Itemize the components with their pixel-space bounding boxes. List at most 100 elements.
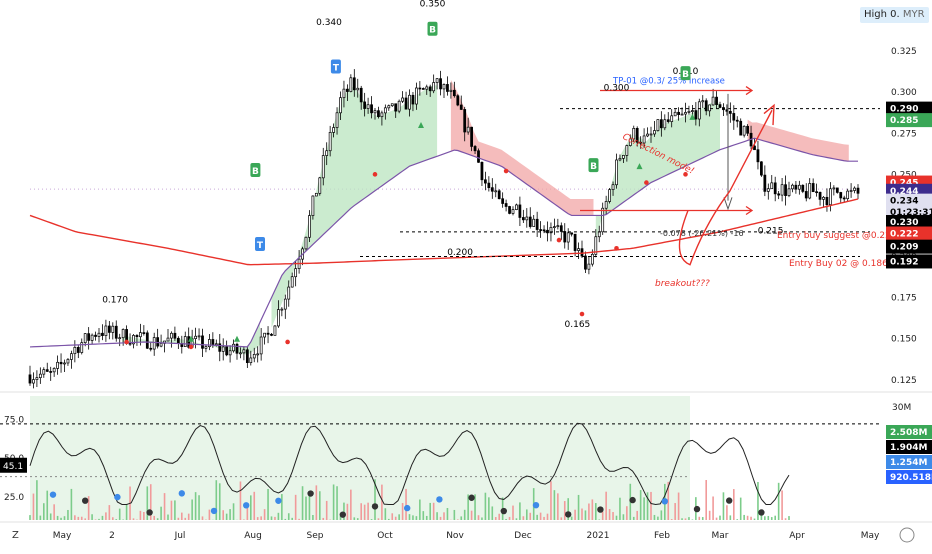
- volume-bar: [216, 480, 218, 520]
- candle-body: [519, 205, 521, 218]
- candle-body: [236, 344, 238, 353]
- volume-bar: [495, 517, 497, 520]
- candle-body: [667, 120, 669, 122]
- volume-dot: [82, 497, 88, 503]
- volume-bar: [436, 512, 438, 520]
- candle-body: [353, 78, 355, 90]
- candle-body: [757, 150, 759, 162]
- candle-body: [678, 112, 680, 114]
- candle-body: [326, 151, 328, 156]
- volume-bar: [336, 486, 338, 520]
- volume-tag: 2.508M: [890, 428, 927, 438]
- volume-bar: [260, 516, 262, 520]
- volume-bar: [33, 494, 35, 520]
- volume-bar: [178, 518, 180, 520]
- volume-bar: [371, 519, 373, 520]
- candle-body: [360, 88, 362, 102]
- candle-body: [767, 189, 769, 192]
- volume-bar: [550, 481, 552, 520]
- volume-bar: [543, 517, 545, 520]
- candle-body: [274, 326, 276, 335]
- candle-body: [609, 190, 611, 202]
- volume-bar: [429, 503, 431, 520]
- candle-body: [408, 95, 410, 109]
- volume-bar: [588, 503, 590, 520]
- volume-bar: [529, 513, 531, 520]
- volume-bar: [633, 517, 635, 520]
- candle-body: [433, 83, 435, 91]
- candle-body: [412, 95, 414, 104]
- candle-body: [833, 188, 835, 189]
- candle-body: [843, 198, 845, 199]
- candle-body: [584, 256, 586, 269]
- candle-body: [819, 192, 821, 199]
- volume-bar: [523, 516, 525, 520]
- volume-bar: [174, 500, 176, 520]
- volume-bar: [326, 501, 328, 520]
- entry1-label: Entry buy suggest @0.22: [777, 231, 891, 241]
- volume-bar: [598, 519, 600, 520]
- volume-bar: [661, 510, 663, 520]
- candle-body: [522, 217, 524, 219]
- volume-bar: [788, 516, 790, 520]
- axis-tag: 0.192: [890, 257, 918, 267]
- volume-bar: [226, 514, 228, 520]
- volume-bar: [626, 506, 628, 520]
- volume-bar: [712, 496, 714, 520]
- candle-body: [119, 338, 121, 339]
- candle-body: [108, 326, 110, 332]
- candle-body: [502, 199, 504, 204]
- volume-bar: [153, 516, 155, 520]
- candle-body: [50, 371, 52, 372]
- candle-body: [367, 105, 369, 109]
- candle-body: [540, 230, 542, 231]
- volume-bar: [771, 517, 773, 520]
- volume-bar: [623, 514, 625, 520]
- volume-bar: [774, 516, 776, 520]
- volume-bar: [574, 510, 576, 520]
- candle-body: [836, 188, 838, 193]
- candle-body: [177, 338, 179, 343]
- x-tick-label: May: [53, 531, 72, 541]
- candle-body: [716, 97, 718, 104]
- volume-bar: [733, 489, 735, 520]
- candle-body: [512, 210, 514, 214]
- volume-bar: [167, 515, 169, 520]
- volume-bar: [171, 501, 173, 520]
- price-mode-badge[interactable]: High 0. MYR: [860, 7, 929, 23]
- candle-body: [660, 120, 662, 128]
- volume-bar: [709, 511, 711, 520]
- candle-body: [377, 111, 379, 117]
- candle-body: [778, 194, 780, 195]
- volume-bar: [781, 490, 783, 520]
- candle-body: [136, 335, 138, 336]
- volume-bar: [67, 510, 69, 520]
- volume-bar: [740, 498, 742, 520]
- volume-bar: [730, 515, 732, 520]
- volume-bar: [309, 493, 311, 520]
- candle-body: [571, 233, 573, 234]
- candle-body: [243, 350, 245, 353]
- volume-bar: [240, 481, 242, 520]
- candle-body: [795, 185, 797, 189]
- candle-body: [598, 232, 600, 237]
- volume-bar: [719, 516, 721, 520]
- candle-body: [295, 269, 297, 277]
- candle-body: [429, 87, 431, 91]
- candle-body: [39, 374, 41, 378]
- axis-tag: 0.290: [890, 105, 918, 115]
- volume-bar: [126, 505, 128, 520]
- volume-dot: [211, 508, 217, 514]
- volume-bar: [764, 516, 766, 520]
- candle-body: [146, 333, 148, 348]
- candle-body: [771, 183, 773, 189]
- candle-body: [785, 185, 787, 196]
- volume-bar: [581, 509, 583, 520]
- candle-body: [67, 359, 69, 363]
- candle-body: [88, 334, 90, 341]
- volume-bar: [443, 512, 445, 520]
- volume-bar: [160, 507, 162, 520]
- candle-body: [77, 347, 79, 352]
- candle-body: [277, 310, 279, 326]
